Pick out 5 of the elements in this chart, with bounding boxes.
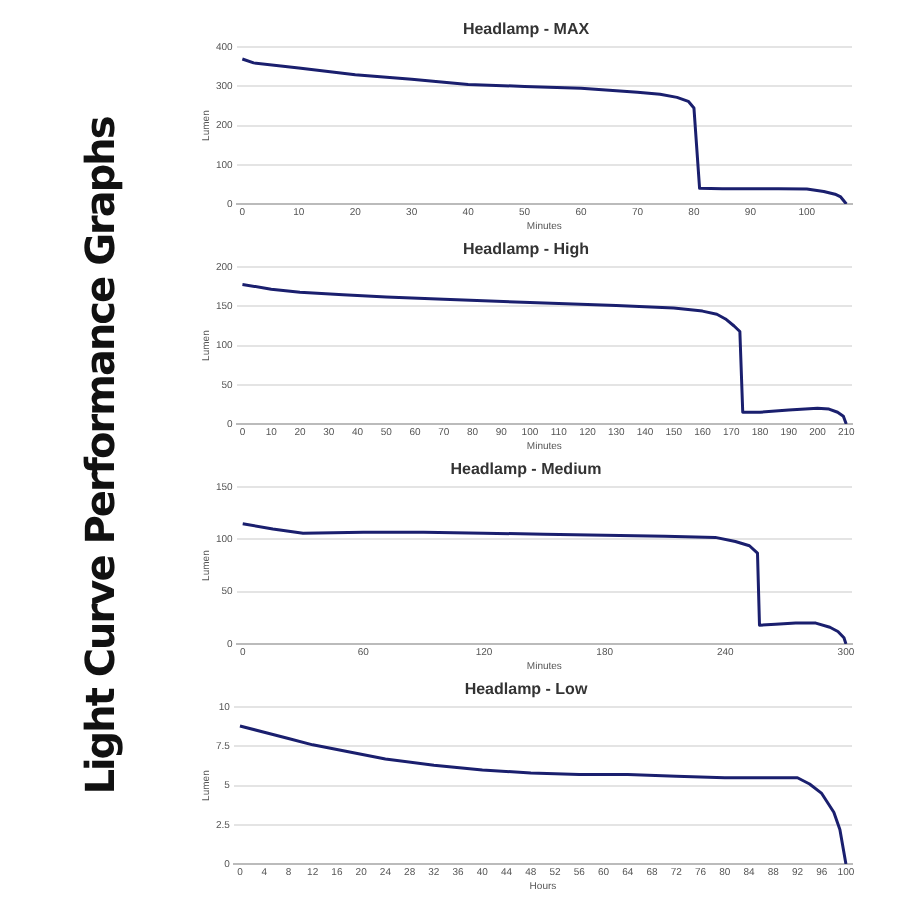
text: Light Curve Performance Graphs (76, 117, 124, 795)
chart-title: Headlamp - High (462, 240, 590, 259)
chart-title: Headlamp - Medium (450, 460, 602, 479)
chart-title: Headlamp - MAX (462, 20, 591, 39)
chart-title: Headlamp - Low (464, 680, 589, 699)
